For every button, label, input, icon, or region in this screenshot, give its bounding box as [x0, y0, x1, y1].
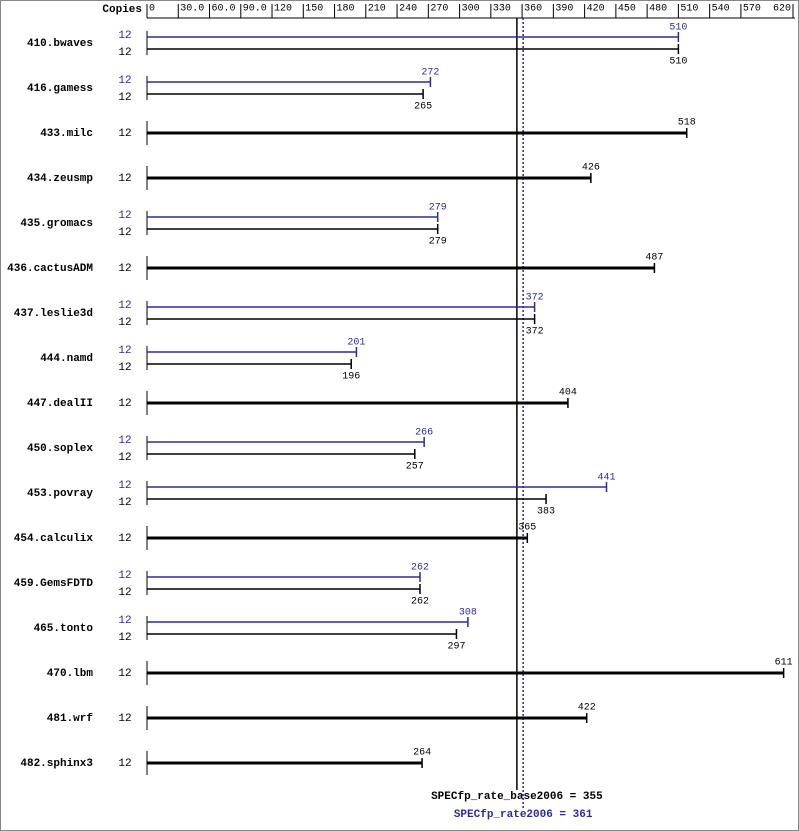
category-label: 435.gromacs [20, 218, 93, 230]
reference-label: SPECfp_rate2006 = 361 [454, 809, 593, 821]
reference-label: SPECfp_rate_base2006 = 355 [431, 791, 603, 803]
x-tick-label: 510 [680, 4, 698, 15]
category-label: 410.bwaves [27, 38, 93, 50]
value-label: 441 [597, 473, 615, 484]
x-tick-label: 480 [649, 4, 667, 15]
category-label: 482.sphinx3 [20, 758, 93, 770]
x-tick-label: 450 [618, 4, 636, 15]
copies-label: 12 [118, 587, 131, 599]
category-label: 465.tonto [34, 623, 94, 635]
copies-label: 12 [118, 533, 131, 545]
copies-label: 12 [118, 632, 131, 644]
category-label: 447.dealII [27, 398, 93, 410]
value-label: 372 [526, 327, 544, 338]
category-label: 450.soplex [27, 443, 93, 455]
value-label: 611 [775, 658, 793, 669]
value-label: 510 [669, 23, 687, 34]
copies-label: 12 [118, 480, 131, 492]
value-label: 487 [645, 253, 663, 264]
value-label: 372 [526, 293, 544, 304]
value-label: 510 [669, 57, 687, 68]
copies-label: 12 [118, 497, 131, 509]
value-label: 297 [447, 642, 465, 653]
copies-label: 12 [118, 713, 131, 725]
x-tick-label: 390 [555, 4, 573, 15]
value-label: 201 [347, 338, 365, 349]
x-tick-label: 420 [587, 4, 605, 15]
copies-label: 12 [118, 398, 131, 410]
copies-label: 12 [118, 92, 131, 104]
copies-label: 12 [118, 210, 131, 222]
value-label: 272 [421, 68, 439, 79]
value-label: 257 [406, 462, 424, 473]
category-label: 453.povray [27, 488, 93, 500]
category-label: 459.GemsFDTD [14, 578, 94, 590]
copies-label: 12 [118, 317, 131, 329]
x-tick-label: 120 [274, 4, 292, 15]
x-tick-label: 620 [773, 4, 791, 15]
copies-label: 12 [118, 47, 131, 59]
x-tick-label: 540 [712, 4, 730, 15]
value-label: 365 [518, 523, 536, 534]
x-tick-label: 330 [493, 4, 511, 15]
category-label: 444.namd [40, 353, 93, 365]
value-label: 266 [415, 428, 433, 439]
copies-label: 12 [118, 173, 131, 185]
value-label: 279 [429, 237, 447, 248]
value-label: 426 [582, 163, 600, 174]
x-tick-label: 0 [149, 4, 155, 15]
copies-label: 12 [118, 75, 131, 87]
copies-label: 12 [118, 227, 131, 239]
x-tick-label: 300 [462, 4, 480, 15]
x-tick-label: 240 [399, 4, 417, 15]
copies-label: 12 [118, 30, 131, 42]
value-label: 383 [537, 507, 555, 518]
value-label: 279 [429, 203, 447, 214]
category-label: 433.milc [40, 128, 93, 140]
copies-label: 12 [118, 300, 131, 312]
value-label: 518 [678, 118, 696, 129]
category-label: 434.zeusmp [27, 173, 93, 185]
value-label: 264 [413, 748, 431, 759]
x-tick-label: 180 [337, 4, 355, 15]
category-label: 454.calculix [14, 533, 94, 545]
x-tick-label: 360 [524, 4, 542, 15]
copies-label: 12 [118, 452, 131, 464]
x-tick-label: 30.0 [180, 4, 204, 15]
x-tick-label: 90.0 [243, 4, 267, 15]
copies-label: 12 [118, 668, 131, 680]
x-tick-label: 270 [430, 4, 448, 15]
copies-label: 12 [118, 435, 131, 447]
category-label: 436.cactusADM [7, 263, 93, 275]
value-label: 422 [578, 703, 596, 714]
category-label: 470.lbm [47, 668, 94, 680]
copies-header: Copies [102, 4, 142, 16]
category-label: 416.gamess [27, 83, 93, 95]
copies-label: 12 [118, 345, 131, 357]
copies-label: 12 [118, 263, 131, 275]
value-label: 196 [342, 372, 360, 383]
x-tick-label: 570 [743, 4, 761, 15]
category-label: 481.wrf [47, 713, 94, 725]
value-label: 265 [414, 102, 432, 113]
x-tick-label: 60.0 [212, 4, 236, 15]
x-tick-label: 150 [305, 4, 323, 15]
copies-label: 12 [118, 758, 131, 770]
x-tick-label: 210 [368, 4, 386, 15]
copies-label: 12 [118, 570, 131, 582]
copies-label: 12 [118, 615, 131, 627]
value-label: 404 [559, 388, 577, 399]
value-label: 308 [459, 608, 477, 619]
category-label: 437.leslie3d [14, 308, 93, 320]
value-label: 262 [411, 597, 429, 608]
copies-label: 12 [118, 362, 131, 374]
copies-label: 12 [118, 128, 131, 140]
value-label: 262 [411, 563, 429, 574]
